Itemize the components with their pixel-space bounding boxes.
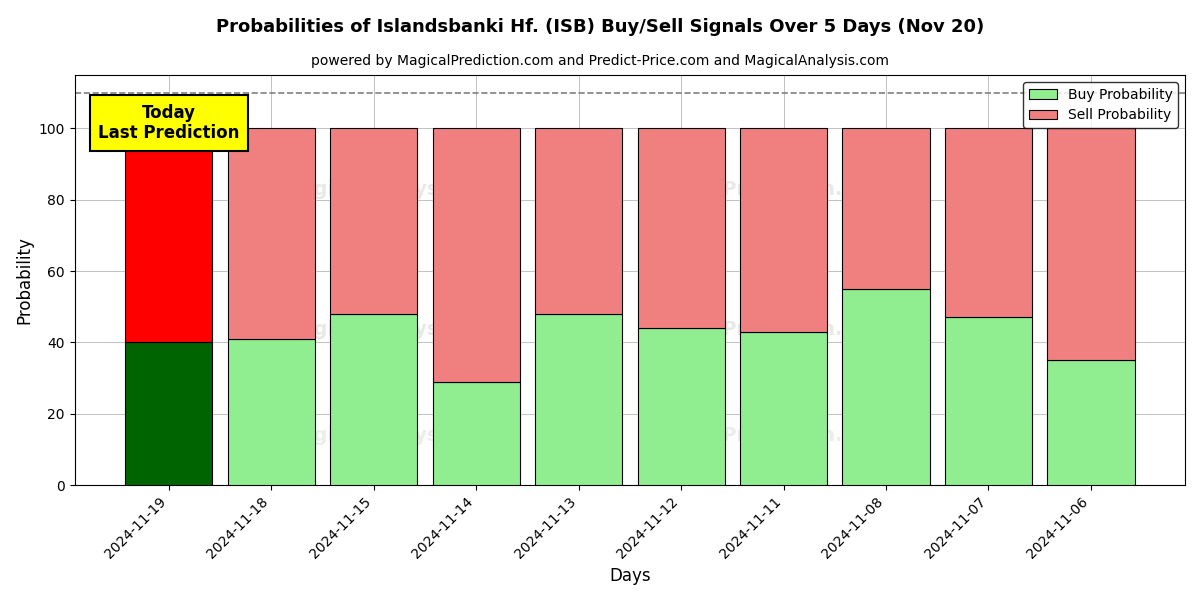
Text: MagicalPrediction.com: MagicalPrediction.com (638, 427, 888, 445)
Text: MagicalPrediction.com: MagicalPrediction.com (638, 320, 888, 339)
Bar (740, 128, 827, 332)
Text: MagicalAnalysis.co: MagicalAnalysis.co (282, 427, 490, 445)
Bar (740, 332, 827, 485)
Legend: Buy Probability, Sell Probability: Buy Probability, Sell Probability (1024, 82, 1178, 128)
Bar (125, 343, 212, 485)
Y-axis label: Probability: Probability (16, 236, 34, 324)
Bar (228, 128, 314, 339)
Bar (432, 382, 520, 485)
Text: Probabilities of Islandsbanki Hf. (ISB) Buy/Sell Signals Over 5 Days (Nov 20): Probabilities of Islandsbanki Hf. (ISB) … (216, 18, 984, 36)
Bar (842, 289, 930, 485)
Bar (1048, 360, 1134, 485)
Bar (228, 339, 314, 485)
Bar (637, 328, 725, 485)
Bar (330, 314, 418, 485)
Bar (944, 128, 1032, 317)
Bar (1048, 128, 1134, 360)
Text: powered by MagicalPrediction.com and Predict-Price.com and MagicalAnalysis.com: powered by MagicalPrediction.com and Pre… (311, 54, 889, 68)
Bar (125, 128, 212, 343)
Text: Today
Last Prediction: Today Last Prediction (98, 104, 239, 142)
Text: MagicalPrediction.com: MagicalPrediction.com (638, 181, 888, 199)
Text: MagicalAnalysis.co: MagicalAnalysis.co (282, 320, 490, 339)
Bar (944, 317, 1032, 485)
Bar (535, 314, 622, 485)
Bar (842, 128, 930, 289)
Bar (432, 128, 520, 382)
Bar (637, 128, 725, 328)
Text: MagicalAnalysis.co: MagicalAnalysis.co (282, 181, 490, 199)
Bar (535, 128, 622, 314)
X-axis label: Days: Days (610, 567, 650, 585)
Bar (330, 128, 418, 314)
